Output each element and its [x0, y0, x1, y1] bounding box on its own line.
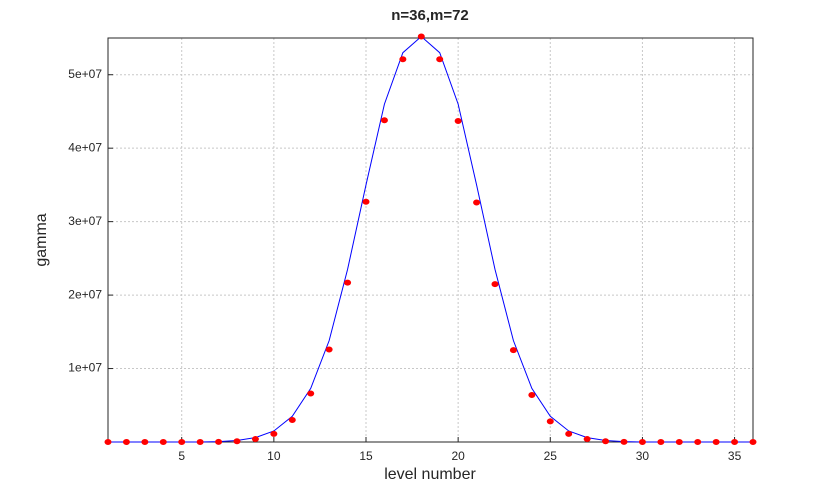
marker: [620, 438, 628, 445]
marker: [344, 279, 352, 286]
x-tick-label: 30: [636, 449, 650, 463]
y-tick-label: 4e+07: [68, 140, 102, 154]
marker: [602, 438, 610, 445]
marker: [399, 56, 407, 63]
marker: [528, 391, 536, 398]
marker: [104, 439, 112, 445]
marker: [657, 439, 665, 445]
y-tick-label: 5e+07: [68, 67, 102, 81]
plot-frame: [107, 37, 754, 443]
marker: [638, 439, 646, 445]
marker: [583, 436, 591, 443]
marker: [196, 439, 204, 445]
marker: [178, 439, 186, 445]
chart-title: n=36,m=72: [391, 7, 469, 24]
marker: [325, 346, 333, 353]
marker: [675, 439, 683, 445]
marker: [233, 438, 241, 445]
marker: [491, 281, 499, 288]
marker: [251, 436, 259, 443]
marker: [380, 117, 388, 124]
marker: [565, 430, 573, 437]
x-tick-label: 15: [359, 449, 373, 463]
y-tick-label: 1e+07: [68, 361, 102, 375]
marker: [546, 418, 554, 425]
y-tick-label: 3e+07: [68, 214, 102, 228]
marker: [122, 439, 130, 445]
marker: [141, 439, 149, 445]
x-tick-label: 10: [267, 449, 281, 463]
marker: [694, 439, 702, 445]
y-tick-label: 2e+07: [68, 287, 102, 301]
y-axis-label: gamma: [33, 213, 50, 266]
marker: [417, 33, 425, 40]
marker: [454, 118, 462, 125]
plot-area: [108, 38, 753, 442]
marker: [473, 199, 481, 206]
marker: [749, 439, 757, 445]
x-tick-label: 20: [451, 449, 465, 463]
marker: [159, 439, 167, 445]
marker: [215, 438, 223, 445]
x-tick-label: 5: [178, 449, 185, 463]
x-tick-label: 25: [544, 449, 558, 463]
marker: [509, 347, 517, 354]
x-tick-label: 35: [728, 449, 742, 463]
marker: [270, 430, 278, 437]
marker: [436, 56, 444, 63]
marker: [288, 416, 296, 423]
marker: [712, 439, 720, 445]
x-axis-label: level number: [384, 466, 476, 483]
marker: [362, 198, 370, 205]
marker: [731, 439, 739, 445]
marker: [307, 390, 315, 397]
